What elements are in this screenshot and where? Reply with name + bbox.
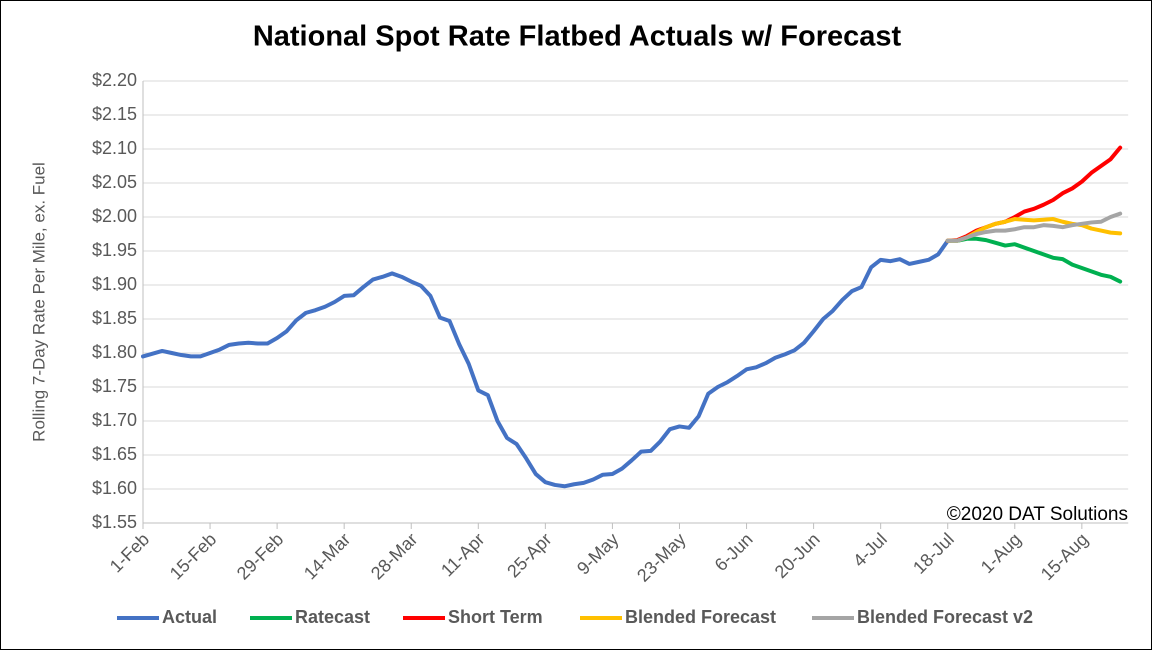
legend-label: Short Term — [448, 607, 543, 627]
series-line — [945, 211, 1123, 243]
series-line — [141, 238, 950, 489]
y-tick-label: $1.90 — [92, 274, 137, 294]
chart-title: National Spot Rate Flatbed Actuals w/ Fo… — [253, 21, 902, 53]
y-tick-label: $1.85 — [92, 308, 137, 328]
y-tick-label: $2.05 — [92, 172, 137, 192]
y-tick-label: $1.75 — [92, 376, 137, 396]
y-tick-label: $2.15 — [92, 104, 137, 124]
series-line — [945, 236, 1123, 284]
y-tick-label: $1.70 — [92, 410, 137, 430]
legend-label: Blended Forecast v2 — [857, 607, 1033, 627]
y-tick-label: $1.55 — [92, 512, 137, 532]
y-tick-label: $1.60 — [92, 478, 137, 498]
legend-label: Actual — [162, 607, 217, 627]
y-axis-title: Rolling 7-Day Rate Per Mile, ex. Fuel — [29, 162, 48, 442]
y-tick-label: $2.00 — [92, 206, 137, 226]
y-tick-label: $2.10 — [92, 138, 137, 158]
legend-label: Ratecast — [295, 607, 370, 627]
y-tick-label: $2.20 — [92, 70, 137, 90]
legend-label: Blended Forecast — [625, 607, 776, 627]
y-tick-label: $1.95 — [92, 240, 137, 260]
y-tick-label: $1.80 — [92, 342, 137, 362]
y-tick-label: $1.65 — [92, 444, 137, 464]
annotation: ©2020 DAT Solutions — [947, 504, 1128, 525]
